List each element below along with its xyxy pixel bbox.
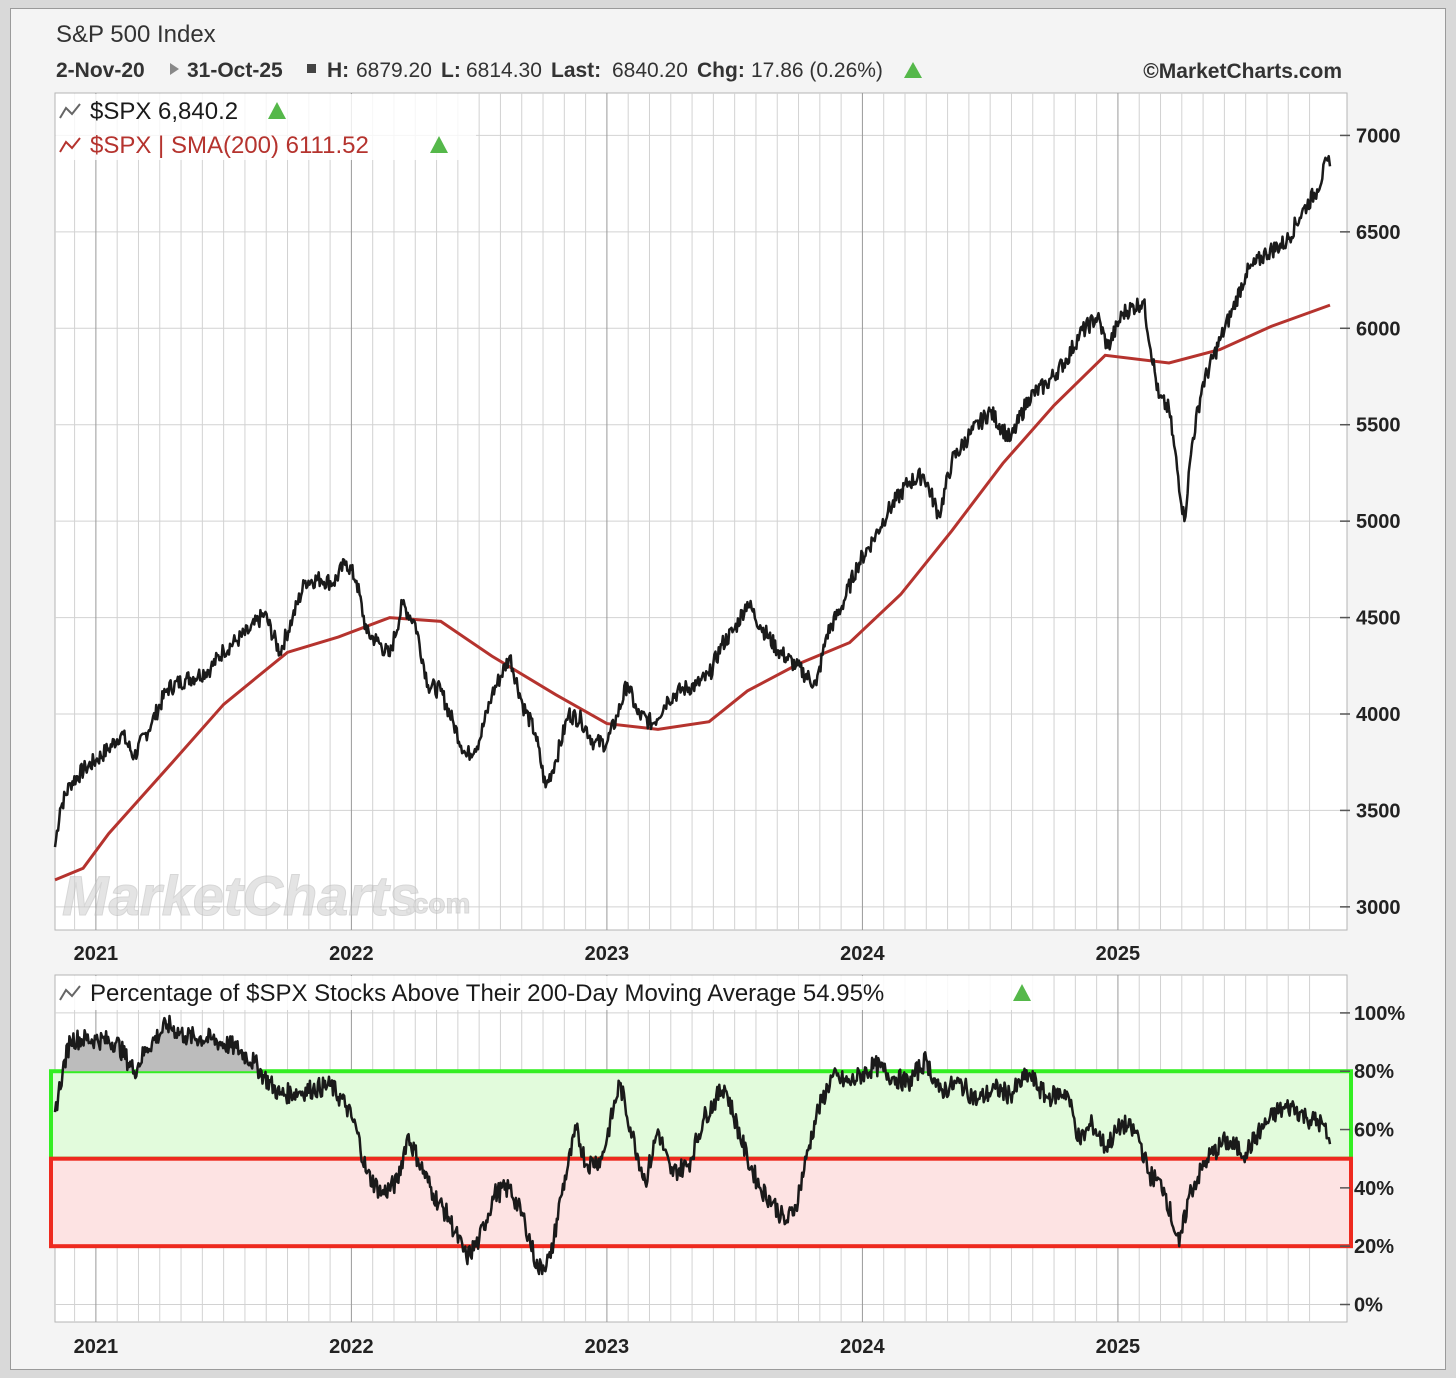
y-tick-label: 5000 xyxy=(1356,511,1401,533)
breadth-line xyxy=(53,1014,1332,1276)
breadth-x-axis: 2021 2022 2023 2024 2025 xyxy=(74,1336,1141,1358)
breadth-y-axis: 100% 80% 60% 40% 20% 0% xyxy=(1340,1003,1405,1317)
y-tick-label: 7000 xyxy=(1356,125,1401,147)
high-label: H: xyxy=(327,59,349,82)
y-tick-label: 4500 xyxy=(1356,608,1401,630)
price-y-axis: 3000 3500 4000 4500 5000 5500 6000 6500 7000 xyxy=(1340,125,1401,919)
red-band xyxy=(49,1156,1353,1249)
y-tick-label: 20% xyxy=(1354,1236,1394,1258)
copyright: ©MarketCharts.com xyxy=(1143,60,1342,83)
x-tick-label: 2025 xyxy=(1096,1336,1141,1358)
last-label: Last: xyxy=(551,59,601,82)
x-tick-label: 2022 xyxy=(329,1336,374,1358)
overbought-fill xyxy=(63,1016,928,1072)
x-tick-label: 2025 xyxy=(1096,943,1141,965)
x-tick-label: 2024 xyxy=(840,943,885,965)
last-value: 6840.20 xyxy=(612,59,688,82)
y-tick-label: 4000 xyxy=(1356,704,1401,726)
up-arrow-icon xyxy=(904,62,922,78)
up-arrow-icon xyxy=(1013,984,1031,1001)
watermark: MarketCharts .com xyxy=(62,864,471,928)
y-tick-label: 5500 xyxy=(1356,415,1401,437)
date-end: 31-Oct-25 xyxy=(187,59,283,82)
y-tick-label: 3000 xyxy=(1356,897,1401,919)
low-value: 6814.30 xyxy=(466,59,542,82)
date-start: 2-Nov-20 xyxy=(56,59,145,82)
y-tick-label: 60% xyxy=(1354,1120,1394,1142)
y-tick-label: 6000 xyxy=(1356,318,1401,340)
price-x-axis: 2021 2022 2023 2024 2025 xyxy=(74,943,1141,965)
y-tick-label: 6500 xyxy=(1356,222,1401,244)
watermark-text: MarketCharts xyxy=(62,864,420,927)
change-label: Chg: xyxy=(697,59,745,82)
up-arrow-icon xyxy=(430,136,448,153)
separator-square-icon xyxy=(307,64,316,73)
high-value: 6879.20 xyxy=(356,59,432,82)
low-label: L: xyxy=(441,59,461,82)
x-tick-label: 2021 xyxy=(74,1336,119,1358)
date-range-arrow-icon xyxy=(170,63,179,75)
chart-title: S&P 500 Index xyxy=(56,21,216,48)
price-legend-bg xyxy=(56,94,476,160)
legend-price: $SPX 6,840.2 xyxy=(90,98,238,125)
change-value: 17.86 (0.26%) xyxy=(751,59,883,82)
sma200-line xyxy=(54,303,1331,882)
breadth-legend-bg xyxy=(56,976,1036,1010)
y-tick-label: 3500 xyxy=(1356,800,1401,822)
watermark-suffix: .com xyxy=(405,888,470,919)
y-tick-label: 80% xyxy=(1354,1061,1394,1083)
y-tick-label: 100% xyxy=(1354,1003,1405,1025)
line-series-icon xyxy=(59,137,81,153)
green-band xyxy=(49,1069,1353,1161)
price-panel xyxy=(54,92,1348,931)
up-arrow-icon xyxy=(268,102,286,119)
y-tick-label: 40% xyxy=(1354,1178,1394,1200)
line-series-icon xyxy=(59,985,81,1001)
legend-breadth: Percentage of $SPX Stocks Above Their 20… xyxy=(90,980,884,1007)
legend-sma: $SPX | SMA(200) 6111.52 xyxy=(90,132,369,159)
line-series-icon xyxy=(59,103,81,119)
spx-price-line xyxy=(53,154,1332,848)
y-tick-label: 0% xyxy=(1354,1295,1383,1317)
x-tick-label: 2023 xyxy=(585,1336,630,1358)
x-tick-label: 2022 xyxy=(329,943,374,965)
x-tick-label: 2021 xyxy=(74,943,119,965)
x-tick-label: 2024 xyxy=(840,1336,885,1358)
x-tick-label: 2023 xyxy=(585,943,630,965)
